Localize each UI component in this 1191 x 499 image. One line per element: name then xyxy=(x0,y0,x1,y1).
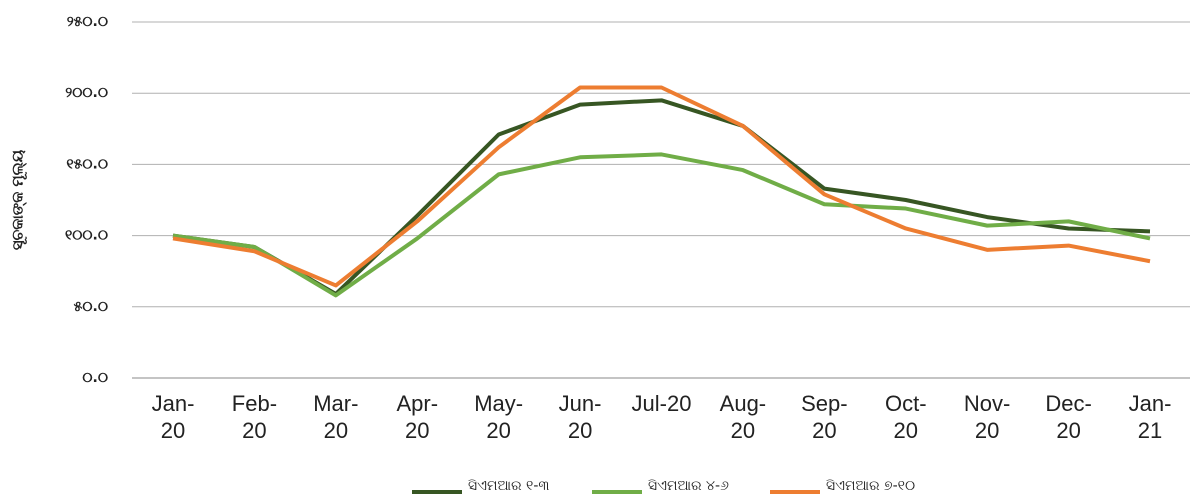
x-tick-label: Sep-20 xyxy=(801,391,848,443)
x-tick-label: Jan-20 xyxy=(151,391,195,443)
y-tick-label: ୦.୦ xyxy=(82,370,108,386)
x-tick-label: Dec-20 xyxy=(1045,391,1092,443)
legend-label: ସିଏମଆର ୧-୩ xyxy=(468,478,550,494)
x-tick-label: Mar-20 xyxy=(313,391,359,443)
legend-label: ସିଏମଆର ୪-୬ xyxy=(648,478,729,494)
legend-label: ସିଏମଆର ୭-୧୦ xyxy=(826,478,915,494)
x-tick-label: Nov-20 xyxy=(963,391,1011,443)
series-line xyxy=(172,85,1151,288)
x-tick-label: Jul-20 xyxy=(631,391,692,416)
y-axis-label: ସୂଚକାଙ୍କ ମୂଲ୍ୟ xyxy=(9,149,28,250)
x-tick-label: Feb-20 xyxy=(231,391,278,443)
y-tick-label: ୨୫୦.୦ xyxy=(67,14,108,30)
series-line xyxy=(172,98,1151,296)
x-tick-label: Aug-20 xyxy=(719,391,767,443)
x-tick-label: Apr-20 xyxy=(396,391,439,443)
y-tick-label: ୧୫୦.୦ xyxy=(66,156,108,172)
x-tick-label: Jan-21 xyxy=(1128,391,1172,443)
x-tick-label: Jun-20 xyxy=(558,391,602,443)
y-tick-label: ୫୦.୦ xyxy=(74,299,108,315)
x-tick-label: Oct-20 xyxy=(884,391,927,443)
y-tick-label: ୨୦୦.୦ xyxy=(65,85,108,101)
x-tick-label: May-20 xyxy=(474,391,524,443)
series-line xyxy=(172,152,1151,298)
y-tick-label: ୧୦୦.୦ xyxy=(65,228,108,244)
